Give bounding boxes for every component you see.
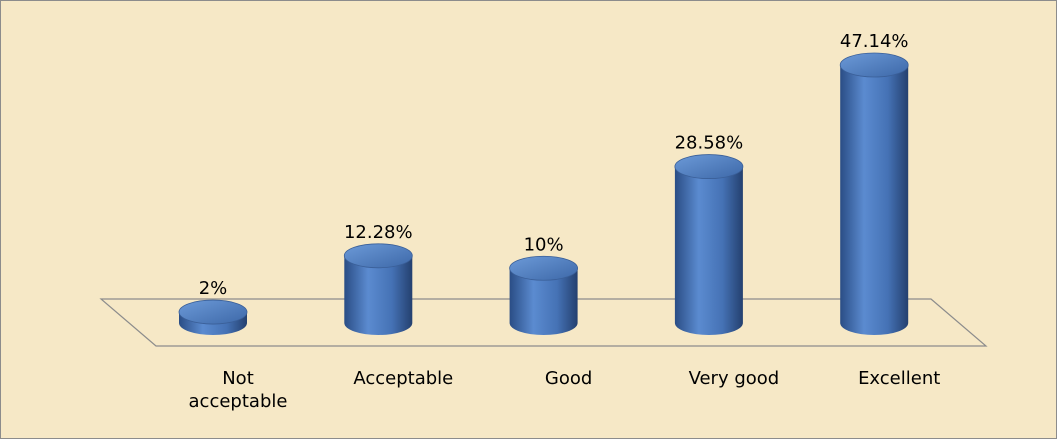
value-label: 2%: [199, 278, 228, 299]
bar-top: [839, 52, 909, 78]
x-tick-label: Not acceptable: [188, 368, 288, 412]
bar-top: [674, 154, 744, 179]
bar-top: [343, 243, 413, 269]
floor: [99, 298, 988, 347]
bar: [840, 65, 909, 335]
value-label: 12.28%: [344, 222, 413, 243]
bar-top: [509, 255, 578, 281]
value-label: 10%: [524, 234, 564, 255]
x-tick-label: Good: [544, 368, 593, 389]
bar: [344, 255, 413, 335]
bar: [509, 268, 578, 335]
bar: [674, 166, 743, 335]
x-tick-label: Acceptable: [353, 368, 454, 389]
x-tick-label: Very good: [688, 368, 780, 389]
x-tick-label: Excellent: [858, 368, 941, 389]
value-label: 28.58%: [675, 133, 744, 154]
bar-top: [178, 299, 248, 325]
value-label: 47.14%: [840, 31, 909, 52]
